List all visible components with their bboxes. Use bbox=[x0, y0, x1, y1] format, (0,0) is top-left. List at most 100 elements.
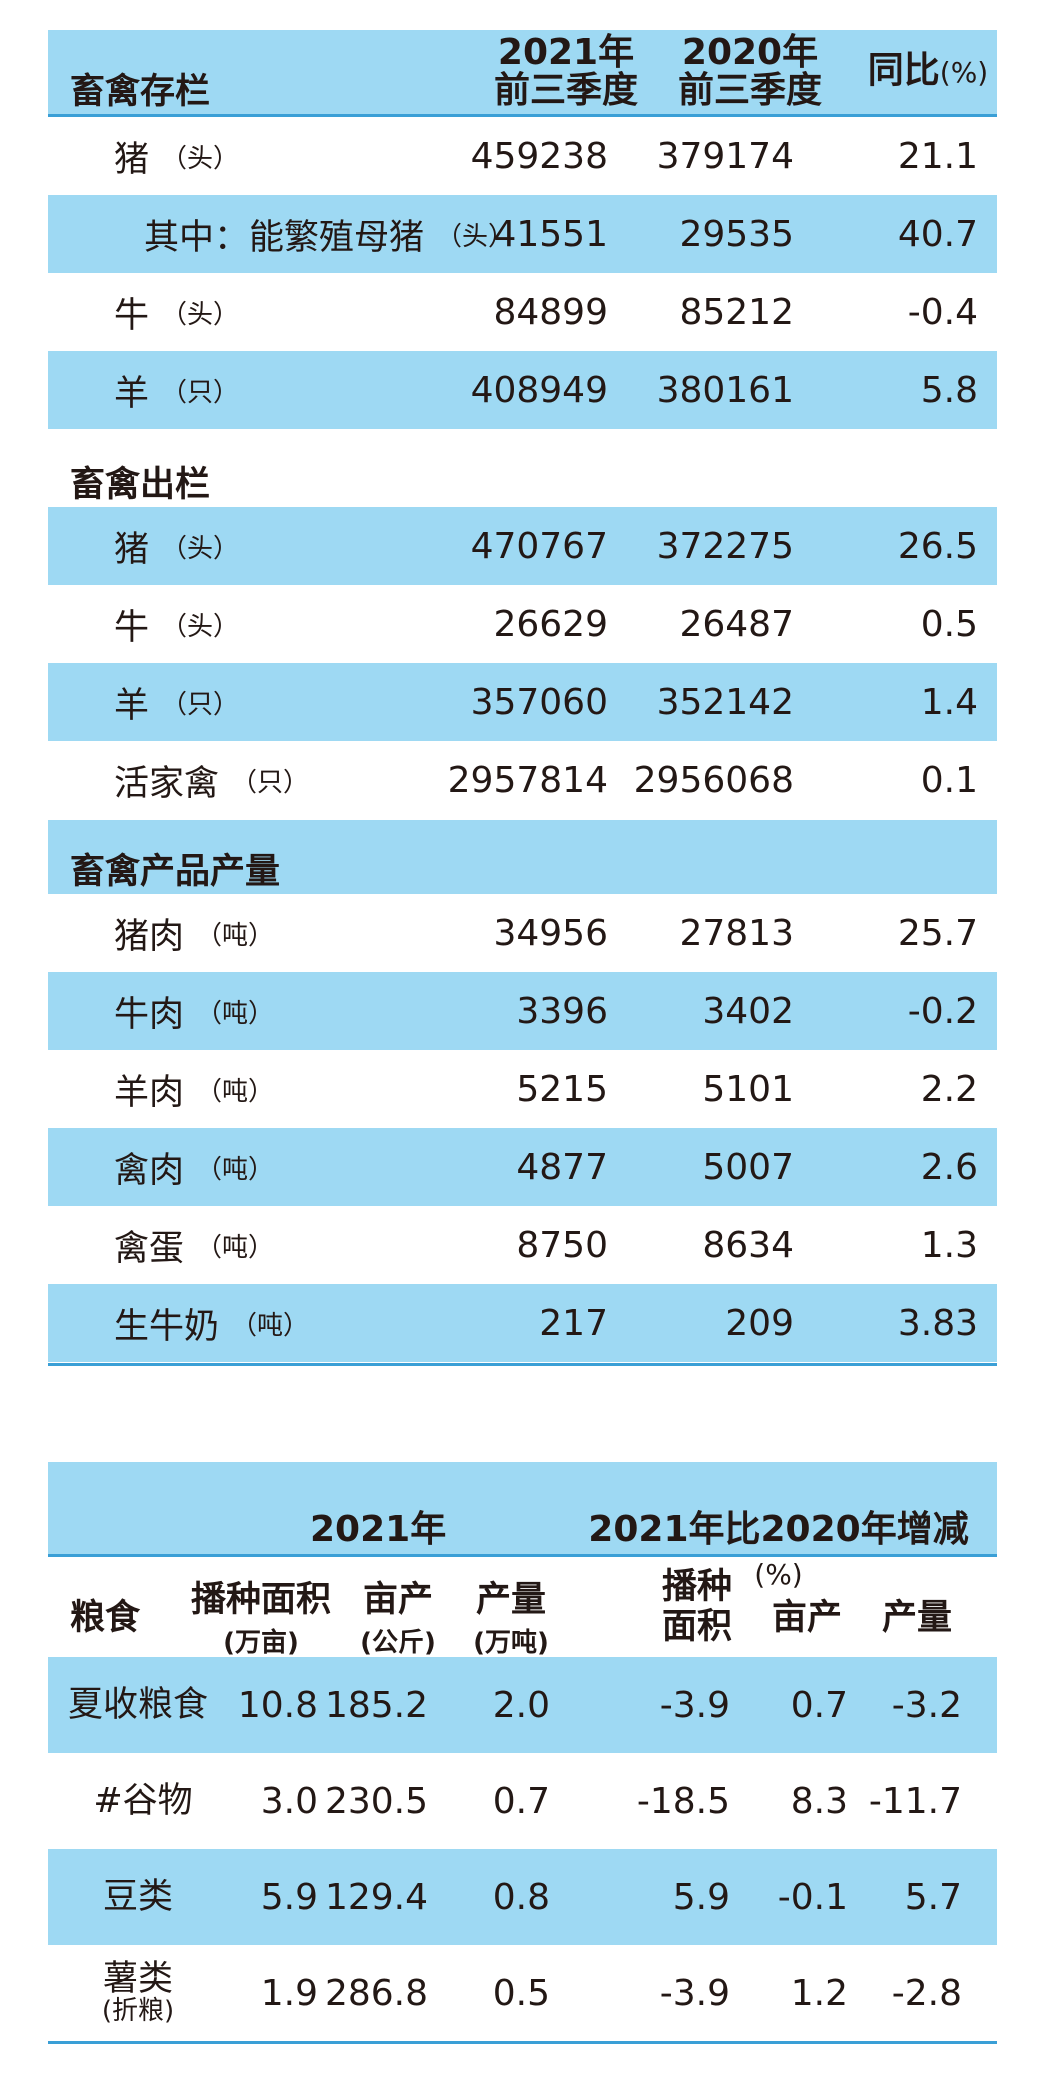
col-2020-period: 前三季度 bbox=[677, 70, 822, 111]
table-row: #谷物 3.0 230.5 0.7 -18.5 8.3 -11.7 bbox=[48, 1753, 997, 1849]
grain-title-rule bbox=[48, 1554, 997, 1557]
grain-table: 2021年 2021年比2020年增减 (%) bbox=[48, 1462, 997, 1591]
value-yoy: 1.3 bbox=[920, 1224, 978, 1266]
grain-yield: 230.5 bbox=[324, 1780, 428, 1822]
value-yoy: -0.4 bbox=[907, 291, 978, 333]
value-2020: 352142 bbox=[656, 681, 794, 723]
grain-yield: 286.8 bbox=[324, 1972, 428, 2014]
col-yoy-unit: (%) bbox=[939, 56, 989, 89]
row-name: 禽肉 bbox=[114, 1150, 185, 1191]
grain-chg-area: -3.9 bbox=[659, 1972, 730, 2014]
row-label: 生牛奶 （吨） bbox=[114, 1284, 309, 1362]
row-label: 羊 （只） bbox=[114, 663, 239, 741]
row-label: 禽蛋 （吨） bbox=[114, 1206, 274, 1284]
row-label: 羊肉 （吨） bbox=[114, 1050, 274, 1128]
value-2020: 380161 bbox=[656, 369, 794, 411]
grain-header-row: 粮食 播种面积 (万亩) 亩产 (公斤) 产量 (万吨) 播种 面积 亩产 产量 bbox=[48, 1557, 997, 1659]
row-name: 羊 bbox=[114, 373, 150, 414]
col-2021-year: 2021年 bbox=[497, 32, 635, 73]
row-name: 猪 bbox=[114, 529, 150, 570]
value-yoy: 26.5 bbox=[897, 525, 978, 567]
grain-output: 0.5 bbox=[492, 1972, 550, 2014]
col-yield-label: 亩产 bbox=[362, 1580, 433, 1620]
row-label: 牛 （头） bbox=[114, 273, 239, 351]
row-label: 禽肉 （吨） bbox=[114, 1128, 274, 1206]
row-label: 牛肉 （吨） bbox=[114, 972, 274, 1050]
value-2020: 372275 bbox=[656, 525, 794, 567]
value-2021: 41551 bbox=[493, 213, 608, 255]
row-unit: （吨） bbox=[196, 998, 275, 1029]
value-2020: 5101 bbox=[702, 1068, 794, 1110]
table-row: 牛肉 （吨） 3396 3402 -0.2 bbox=[48, 972, 997, 1050]
row-unit: （头） bbox=[161, 611, 240, 642]
grain-chg-area: -18.5 bbox=[636, 1780, 730, 1822]
value-2020: 5007 bbox=[702, 1146, 794, 1188]
livestock-header-row: 畜禽存栏 2021年 前三季度 2020年 前三季度 同比(%) bbox=[48, 30, 997, 114]
grain-name-text: #谷物 bbox=[93, 1781, 193, 1821]
row-unit: （只） bbox=[161, 689, 240, 720]
value-2020: 26487 bbox=[679, 603, 794, 645]
grain-name-text: 豆类 bbox=[102, 1877, 173, 1917]
col-yield-unit: (公斤) bbox=[360, 1628, 436, 1658]
value-yoy: -0.2 bbox=[907, 990, 978, 1032]
grain-chg-yield: 0.7 bbox=[790, 1684, 848, 1726]
row-name: 牛 bbox=[114, 607, 150, 648]
value-2021: 8750 bbox=[516, 1224, 608, 1266]
product-rows: 猪肉 （吨） 34956 27813 25.7 牛肉 （吨） 3396 3402 -0.2 羊肉 （吨… bbox=[48, 894, 997, 1362]
value-2021: 357060 bbox=[470, 681, 608, 723]
value-2020: 29535 bbox=[679, 213, 794, 255]
grain-title-row: 2021年 2021年比2020年增减 (%) bbox=[48, 1462, 997, 1591]
section-title-out: 畜禽出栏 bbox=[70, 465, 211, 505]
grain-change-label: 2021年比2020年增减 bbox=[588, 1509, 969, 1550]
table-row: 猪 （头） 470767 372275 26.5 bbox=[48, 507, 997, 585]
value-yoy: 1.4 bbox=[920, 681, 978, 723]
table-row: 猪 （头） 459238 379174 21.1 bbox=[48, 117, 997, 195]
section-title-stock: 畜禽存栏 bbox=[70, 72, 211, 112]
grain-output: 0.7 bbox=[492, 1780, 550, 1822]
row-label: 猪 （头） bbox=[114, 117, 239, 195]
col-yoy-header: 同比(%) bbox=[848, 52, 1008, 92]
grain-name: 豆类 bbox=[58, 1849, 218, 1945]
grain-chg-yield: -0.1 bbox=[777, 1876, 848, 1918]
value-yoy: 2.6 bbox=[920, 1146, 978, 1188]
value-2021: 2957814 bbox=[447, 759, 608, 801]
grain-chg-yield: 8.3 bbox=[790, 1780, 848, 1822]
col-area-unit: (万亩) bbox=[223, 1628, 299, 1658]
col-chg-area-2: 面积 bbox=[661, 1607, 732, 1647]
grain-chg-area: 5.9 bbox=[672, 1876, 730, 1918]
grain-chg-area: -3.9 bbox=[659, 1684, 730, 1726]
value-2020: 209 bbox=[725, 1302, 794, 1344]
col-yield: 亩产 (公斤) bbox=[343, 1571, 453, 1659]
value-2021: 26629 bbox=[493, 603, 608, 645]
value-yoy: 21.1 bbox=[897, 135, 978, 177]
value-2021: 217 bbox=[539, 1302, 608, 1344]
row-label: 猪 （头） bbox=[114, 507, 239, 585]
row-name: 牛 bbox=[114, 295, 150, 336]
value-2021: 3396 bbox=[516, 990, 608, 1032]
row-name: 其中：能繁殖母猪 bbox=[144, 217, 425, 258]
grain-yield: 129.4 bbox=[324, 1876, 428, 1918]
row-unit: （吨） bbox=[196, 1076, 275, 1107]
grain-name: #谷物 bbox=[58, 1753, 218, 1849]
col-output-label: 产量 bbox=[475, 1580, 546, 1620]
row-unit: （头） bbox=[436, 221, 515, 252]
grain-name-text: 夏收粮食 bbox=[67, 1685, 208, 1725]
grain-area: 3.0 bbox=[260, 1780, 318, 1822]
col-chg-area: 播种 面积 bbox=[652, 1567, 742, 1647]
header-rule bbox=[48, 114, 997, 117]
col-area: 播种面积 (万亩) bbox=[176, 1571, 346, 1659]
table-row: 牛 （头） 26629 26487 0.5 bbox=[48, 585, 997, 663]
grain-name: 夏收粮食 bbox=[58, 1657, 218, 1753]
row-name: 猪肉 bbox=[114, 916, 185, 957]
product-section: 畜禽产品产量 bbox=[48, 820, 997, 894]
value-2020: 8634 bbox=[702, 1224, 794, 1266]
grain-chg-output: -2.8 bbox=[891, 1972, 962, 2014]
table-row: 活家禽 （只） 2957814 2956068 0.1 bbox=[48, 741, 997, 819]
col-2020-year: 2020年 bbox=[681, 32, 819, 73]
grain-chg-output: -11.7 bbox=[868, 1780, 962, 1822]
value-yoy: 40.7 bbox=[897, 213, 978, 255]
col-output-unit: (万吨) bbox=[473, 1628, 549, 1658]
row-label: 羊 （只） bbox=[114, 351, 239, 429]
grain-area: 1.9 bbox=[260, 1972, 318, 2014]
row-name: 牛肉 bbox=[114, 994, 185, 1035]
